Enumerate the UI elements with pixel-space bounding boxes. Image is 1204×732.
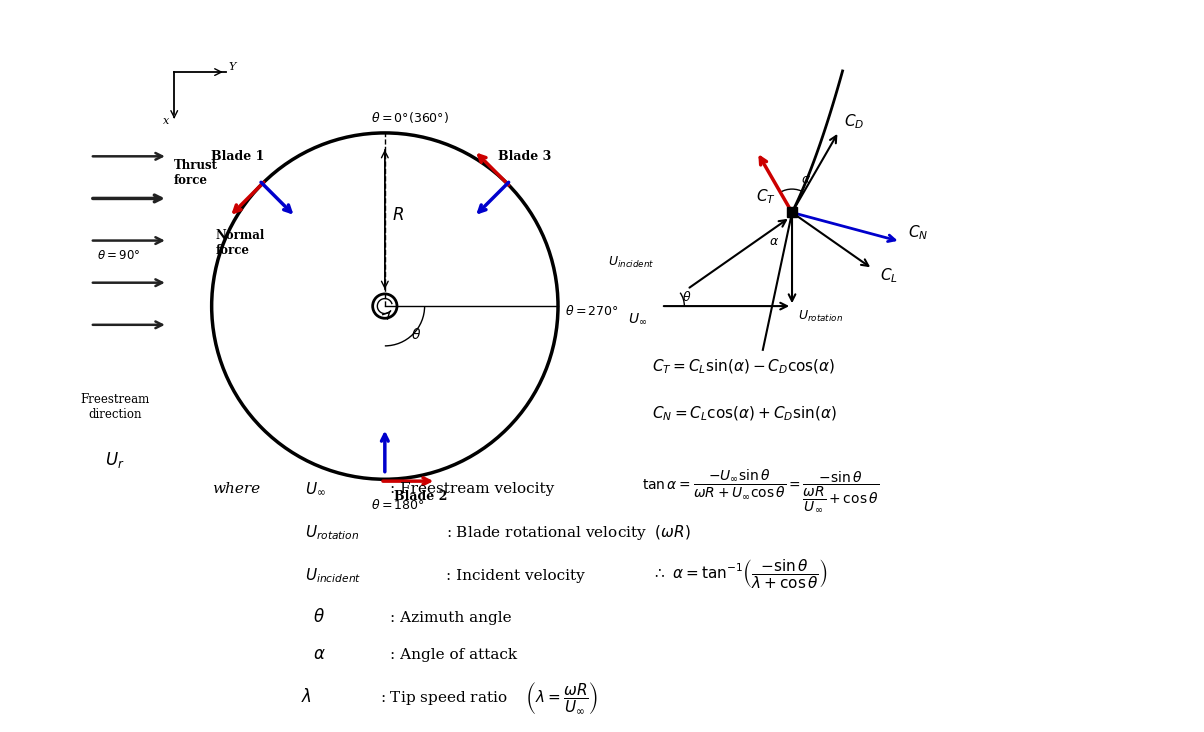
Text: $U_r$: $U_r$ [106,450,125,470]
Text: $C_L$: $C_L$ [880,266,898,285]
Text: where: where [212,482,260,496]
Text: $R$: $R$ [393,206,405,223]
Text: $\theta$: $\theta$ [411,327,421,342]
Text: $C_T = C_L\sin(\alpha) - C_D\cos(\alpha)$: $C_T = C_L\sin(\alpha) - C_D\cos(\alpha)… [651,358,836,376]
Text: $C_N = C_L\cos(\alpha) + C_D\sin(\alpha)$: $C_N = C_L\cos(\alpha) + C_D\sin(\alpha)… [651,405,837,423]
Text: : Angle of attack: : Angle of attack [390,648,517,662]
Text: $\theta$: $\theta$ [681,291,691,305]
Text: $\tan\alpha = \dfrac{-U_\infty\sin\theta}{\omega R + U_\infty\cos\theta} = \dfra: $\tan\alpha = \dfrac{-U_\infty\sin\theta… [642,468,879,514]
Text: $U_{incident}$: $U_{incident}$ [608,255,654,270]
Text: Y: Y [229,62,236,72]
Text: $\alpha$: $\alpha$ [313,646,325,663]
Text: : Incident velocity: : Incident velocity [445,569,584,583]
Text: $\theta = 0°(360°)$: $\theta = 0°(360°)$ [371,110,449,124]
Text: : Blade rotational velocity  $(\omega R)$: : Blade rotational velocity $(\omega R)$ [445,523,690,542]
Text: $C_D$: $C_D$ [844,113,863,132]
Text: $U_{rotation}$: $U_{rotation}$ [306,523,360,542]
Text: $\therefore\ \alpha = \tan^{-1}\!\left(\dfrac{-\sin\theta}{\lambda+\cos\theta}\r: $\therefore\ \alpha = \tan^{-1}\!\left(\… [651,556,827,589]
Text: $C_T$: $C_T$ [756,187,777,206]
Text: x: x [163,116,170,126]
Text: : Azimuth angle: : Azimuth angle [390,610,512,624]
Text: $C_N$: $C_N$ [908,223,928,242]
Text: $\lambda$: $\lambda$ [301,688,312,706]
Text: Blade 1: Blade 1 [211,150,264,163]
Text: $\theta=90°$: $\theta=90°$ [96,250,140,262]
Text: Normal
force: Normal force [216,229,265,257]
Text: Freestream
direction: Freestream direction [81,393,149,422]
Text: Thrust
force: Thrust force [173,159,218,187]
Text: $\alpha$: $\alpha$ [768,235,779,248]
Text: $U_{incident}$: $U_{incident}$ [306,567,361,585]
Text: $U_{rotation}$: $U_{rotation}$ [797,309,843,324]
Text: $\theta = 180°$: $\theta = 180°$ [371,498,425,512]
Text: : Tip speed ratio    $\left(\lambda=\dfrac{\omega R}{U_\infty}\right)$: : Tip speed ratio $\left(\lambda=\dfrac{… [380,681,598,716]
Text: $\theta$: $\theta$ [313,608,325,626]
Text: : Freestream velocity: : Freestream velocity [390,482,554,496]
Text: $U_\infty$: $U_\infty$ [306,480,326,497]
Text: $U_\infty$: $U_\infty$ [628,312,648,326]
Text: $\alpha$: $\alpha$ [802,173,811,185]
Text: Blade 2: Blade 2 [394,490,448,503]
Text: $\theta=270°$: $\theta=270°$ [566,305,620,318]
Text: Blade 3: Blade 3 [498,150,551,163]
